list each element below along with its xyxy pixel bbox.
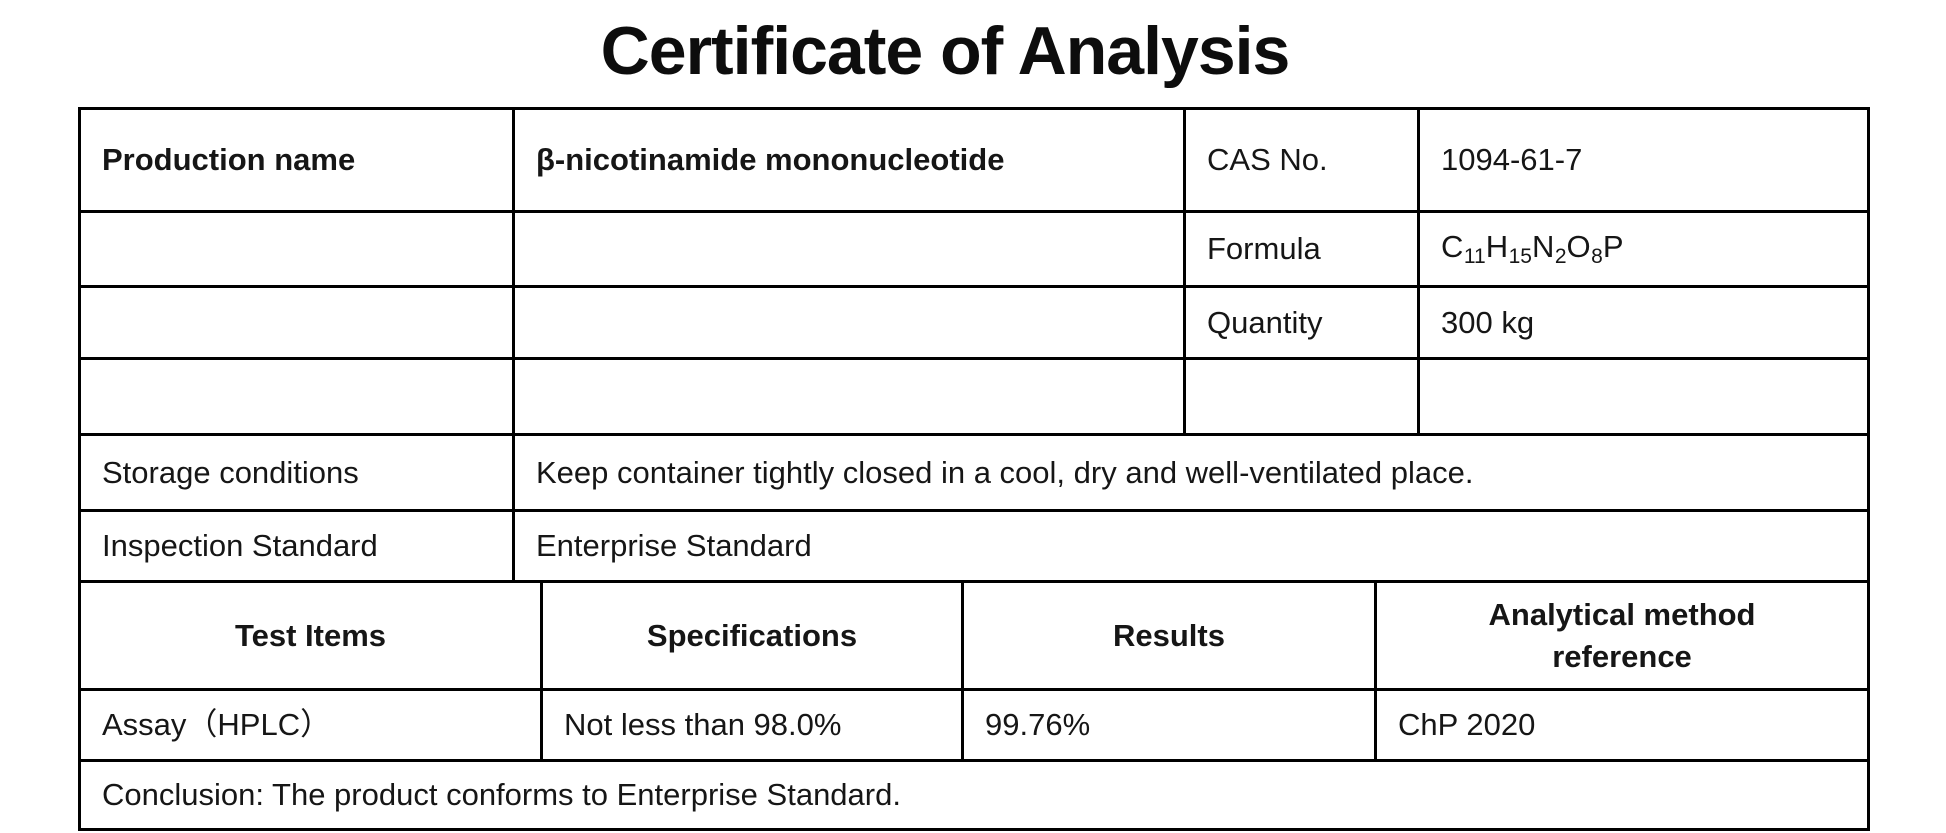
conclusion-text: Conclusion: The product conforms to Ente… xyxy=(102,777,901,813)
row-production-name: Production name β-nicotinamide mononucle… xyxy=(81,110,1867,210)
test-row: Assay（HPLC） Not less than 98.0% 99.76% C… xyxy=(81,688,1867,759)
empty-cell xyxy=(81,360,512,433)
cas-value: 1094-61-7 xyxy=(1417,110,1867,210)
coa-table: Production name β-nicotinamide mononucle… xyxy=(78,107,1870,831)
formula-value: C11H15N2O8P xyxy=(1441,229,1625,269)
quantity-value: 300 kg xyxy=(1417,288,1867,357)
test-specification-value: Not less than 98.0% xyxy=(540,691,961,759)
quantity-label: Quantity xyxy=(1183,288,1417,357)
production-name-value: β-nicotinamide mononucleotide xyxy=(512,110,1183,210)
row-storage-conditions: Storage conditions Keep container tightl… xyxy=(81,433,1867,509)
page-title: Certificate of Analysis xyxy=(600,13,1291,89)
row-inspection-standard: Inspection Standard Enterprise Standard xyxy=(81,509,1867,580)
empty-cell xyxy=(512,213,1183,285)
empty-cell xyxy=(1183,360,1417,433)
test-result-value: 99.76% xyxy=(961,691,1374,759)
storage-conditions-value: Keep container tightly closed in a cool,… xyxy=(512,436,1867,509)
test-method-value: ChP 2020 xyxy=(1374,691,1867,759)
formula-value-cell: C11H15N2O8P xyxy=(1417,213,1867,285)
row-quantity: Quantity 300 kg xyxy=(81,285,1867,357)
formula-label: Formula xyxy=(1183,213,1417,285)
empty-cell xyxy=(81,288,512,357)
specifications-header: Specifications xyxy=(540,583,961,688)
results-header: Results xyxy=(961,583,1374,688)
inspection-standard-label: Inspection Standard xyxy=(102,528,378,564)
row-empty xyxy=(81,357,1867,433)
production-name-label: Production name xyxy=(102,142,356,178)
cas-label: CAS No. xyxy=(1183,110,1417,210)
analytical-method-header-text: Analytical method reference xyxy=(1488,596,1756,674)
test-items-header: Test Items xyxy=(234,617,387,653)
test-item-value: Assay（HPLC） xyxy=(102,707,332,743)
row-conclusion: Conclusion: The product conforms to Ente… xyxy=(81,759,1867,828)
analytical-method-header: Analytical method reference xyxy=(1374,583,1867,688)
row-formula: Formula C11H15N2O8P xyxy=(81,210,1867,285)
empty-cell xyxy=(512,360,1183,433)
empty-cell xyxy=(81,213,512,285)
empty-cell xyxy=(1417,360,1867,433)
inspection-standard-value: Enterprise Standard xyxy=(512,512,1867,580)
storage-conditions-label: Storage conditions xyxy=(102,454,359,490)
row-test-header: Test Items Specifications Results Analyt… xyxy=(81,580,1867,688)
empty-cell xyxy=(512,288,1183,357)
